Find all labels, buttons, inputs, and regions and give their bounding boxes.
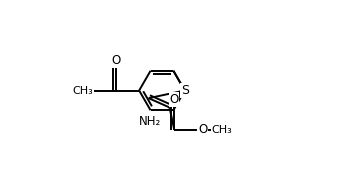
Text: O: O xyxy=(170,93,179,106)
Text: CH₃: CH₃ xyxy=(212,125,232,135)
Text: O: O xyxy=(112,54,121,67)
Text: O: O xyxy=(198,123,207,136)
Text: S: S xyxy=(181,84,189,97)
Text: NH₂: NH₂ xyxy=(138,115,161,128)
Text: CH₃: CH₃ xyxy=(72,85,93,96)
